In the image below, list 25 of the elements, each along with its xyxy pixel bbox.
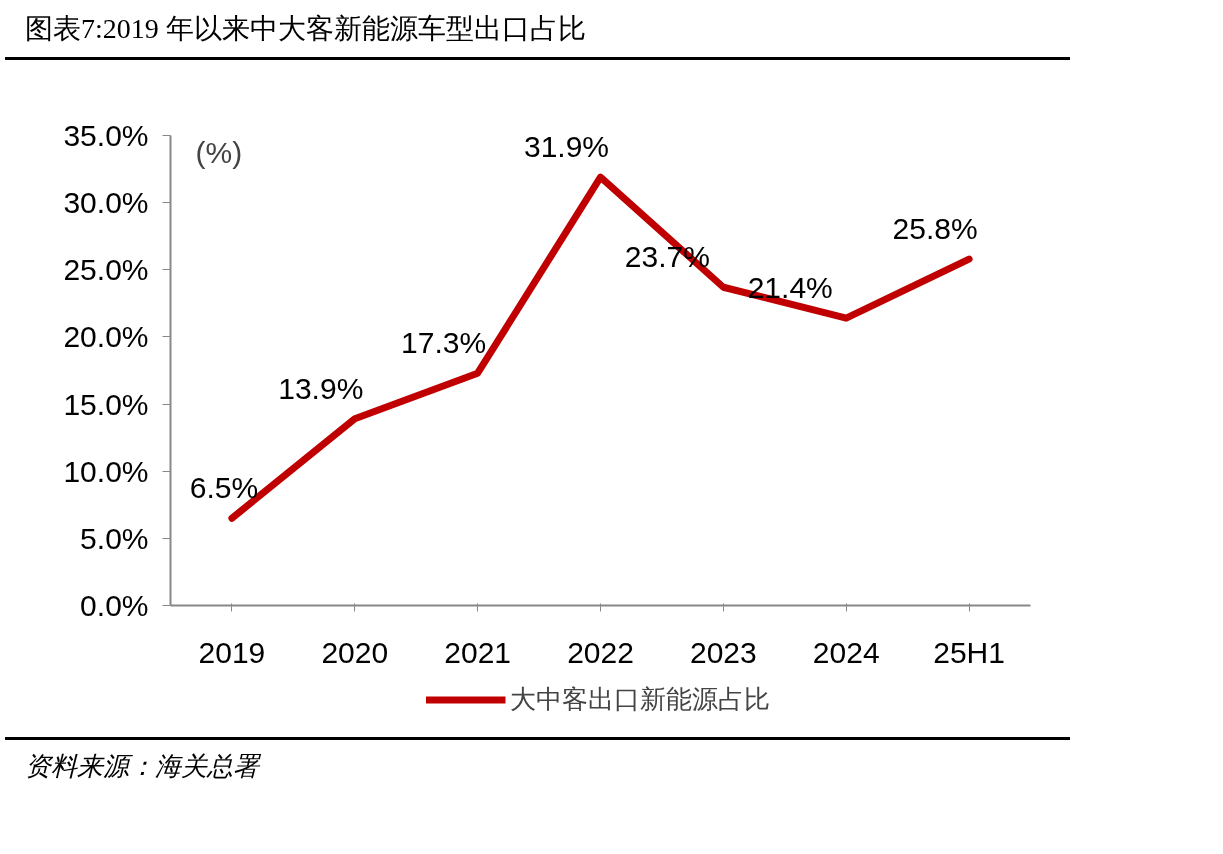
- y-tick-label: 0.0%: [80, 589, 149, 622]
- text: 资料来源：海关总署: [25, 750, 259, 783]
- x-tick-label: 2023: [689, 635, 757, 669]
- chart-title: 图表7:2019 年以来中大客新能源车型出口占比: [25, 12, 586, 46]
- data-label: 17.3%: [401, 326, 487, 360]
- y-tick-label: 5.0%: [80, 521, 149, 555]
- x-tick-label: 2024: [812, 635, 880, 669]
- y-tick-label: 20.0%: [63, 320, 149, 354]
- x-tick-label: 2022: [567, 635, 634, 669]
- y-tick-label: 25.0%: [63, 253, 149, 287]
- y-tick-label: 10.0%: [63, 454, 149, 488]
- y-tick-label: 30.0%: [63, 186, 149, 220]
- data-label: 25.8%: [892, 212, 978, 246]
- x-tick-label: 2019: [198, 635, 266, 669]
- data-label: 13.9%: [278, 371, 364, 405]
- annotation: (%): [195, 135, 243, 169]
- data-label: 21.4%: [747, 271, 833, 305]
- x-tick-label: 25H1: [933, 635, 1005, 669]
- x-tick-label: 2021: [444, 635, 512, 669]
- legend-label: 大中客出口新能源占比: [510, 682, 770, 716]
- y-tick-label: 15.0%: [63, 387, 149, 421]
- x-tick-label: 2020: [321, 635, 389, 669]
- data-label: 6.5%: [189, 471, 259, 505]
- y-tick-label: 35.0%: [63, 119, 149, 152]
- data-label: 31.9%: [523, 130, 610, 164]
